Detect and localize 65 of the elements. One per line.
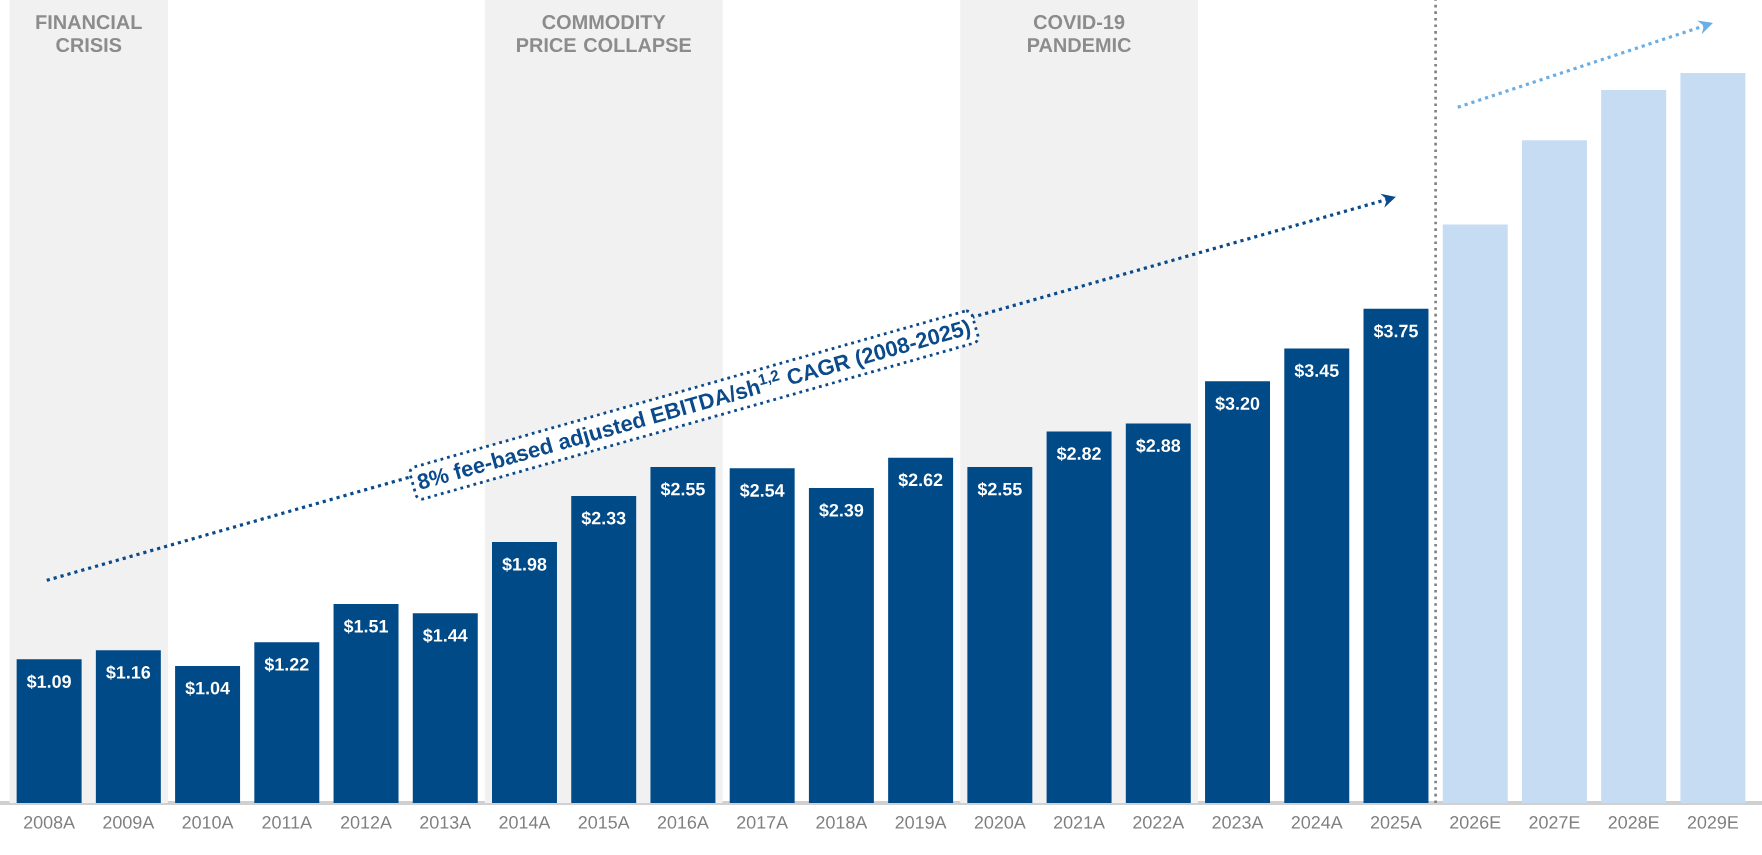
x-tick-label: 2027E xyxy=(1529,816,1580,829)
data-label: $1.44 xyxy=(423,628,468,643)
x-tick-label: 2014A xyxy=(499,816,551,829)
data-label: $1.09 xyxy=(26,674,71,690)
data-label: $2.33 xyxy=(581,511,626,526)
bar xyxy=(1363,308,1429,803)
x-tick-label: 2028E xyxy=(1608,816,1659,829)
data-label: $2.82 xyxy=(1056,446,1101,462)
data-label: $3.45 xyxy=(1294,363,1339,379)
x-tick-label: 2018A xyxy=(816,816,868,829)
x-tick-label: 2019A xyxy=(895,816,947,829)
data-label: $2.55 xyxy=(977,482,1022,497)
bar xyxy=(1284,348,1350,803)
data-label: $2.88 xyxy=(1136,438,1181,454)
band-label: COVID-19 PANDEMIC xyxy=(1028,15,1131,53)
bar xyxy=(967,466,1033,803)
bar xyxy=(95,650,161,803)
data-label: $3.20 xyxy=(1215,396,1260,412)
data-label: $1.16 xyxy=(106,665,151,680)
x-tick-label: 2025A xyxy=(1370,816,1422,829)
bar xyxy=(808,488,874,803)
band-label: FINANCIAL CRISIS xyxy=(36,15,142,53)
bar xyxy=(1046,431,1112,803)
data-label: $3.75 xyxy=(1373,323,1418,339)
x-tick-label: 2009A xyxy=(103,816,155,829)
x-tick-label: 2022A xyxy=(1133,816,1185,829)
bar xyxy=(1442,224,1508,803)
bar xyxy=(1521,140,1587,803)
x-tick-label: 2021A xyxy=(1054,816,1105,829)
bar xyxy=(888,457,954,803)
x-tick-label: 2024A xyxy=(1291,816,1343,829)
x-tick-label: 2029E xyxy=(1687,816,1739,829)
bar xyxy=(1601,90,1667,803)
x-tick-label: 2011A xyxy=(262,816,313,829)
bar xyxy=(571,495,637,803)
band-label: COMMODITY PRICE COLLAPSE xyxy=(517,15,691,53)
bar xyxy=(1125,423,1191,803)
x-tick-label: 2026E xyxy=(1450,816,1501,829)
x-tick-label: 2016A xyxy=(657,816,709,829)
bar xyxy=(492,542,557,803)
data-label: $2.55 xyxy=(660,482,705,497)
data-label: $2.62 xyxy=(898,472,943,488)
x-tick-label: 2015A xyxy=(578,816,630,829)
bar xyxy=(175,665,241,803)
data-label: $1.98 xyxy=(502,557,547,572)
bar xyxy=(333,604,399,803)
bar xyxy=(650,466,716,803)
x-tick-label: 2010A xyxy=(182,816,234,829)
bar xyxy=(16,659,82,803)
x-tick-label: 2017A xyxy=(737,816,789,829)
data-label: $2.54 xyxy=(739,483,785,498)
bar xyxy=(1205,381,1271,803)
data-label: $1.51 xyxy=(343,619,388,634)
data-label: $1.04 xyxy=(185,681,230,696)
x-tick-label: 2008A xyxy=(24,816,76,829)
data-label: $1.22 xyxy=(264,657,309,672)
x-tick-label: 2023A xyxy=(1212,816,1264,829)
bar xyxy=(1680,72,1746,803)
data-label: $2.39 xyxy=(819,503,864,518)
x-tick-label: 2013A xyxy=(420,816,472,829)
bar xyxy=(412,613,478,803)
x-tick-label: 2012A xyxy=(341,816,392,829)
bar xyxy=(254,642,320,803)
x-tick-label: 2020A xyxy=(974,816,1026,829)
bar xyxy=(729,468,795,803)
